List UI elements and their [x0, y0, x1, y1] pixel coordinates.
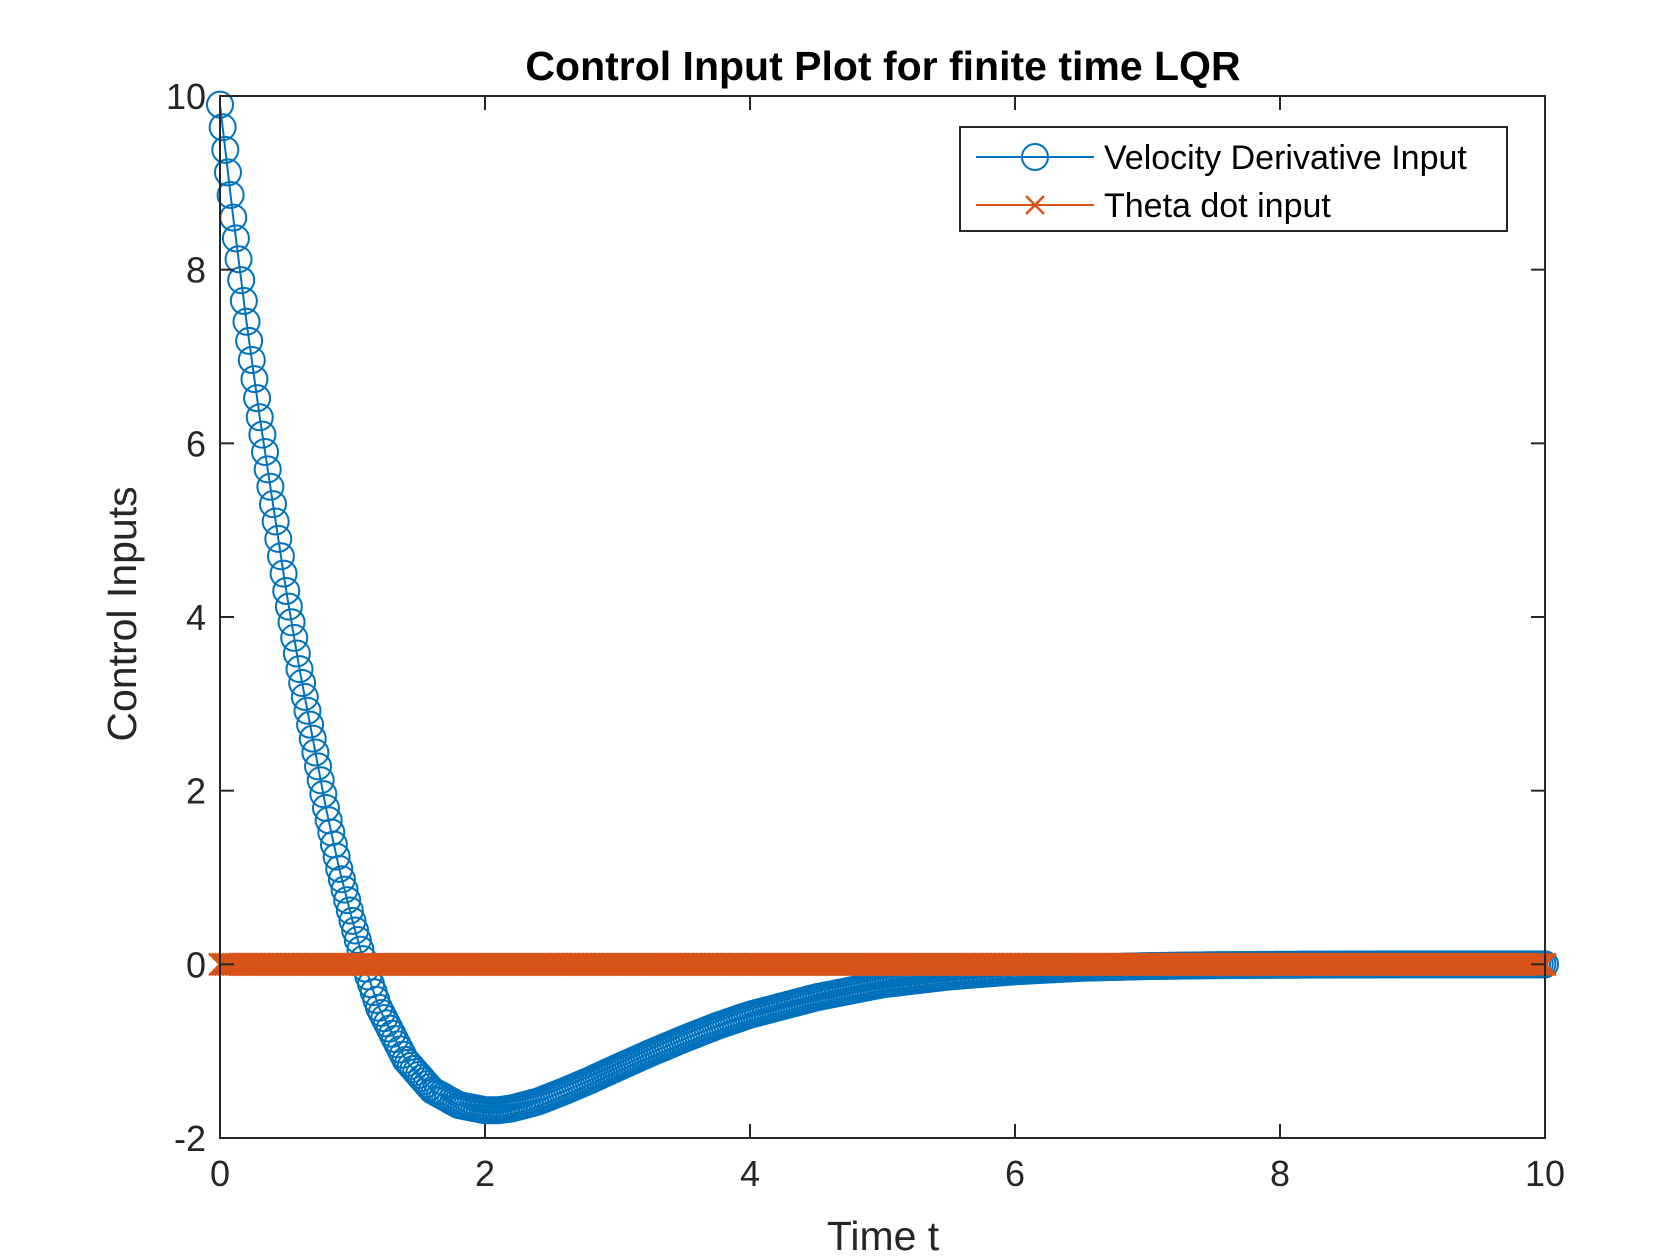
y-axis-label: Control Inputs [99, 486, 145, 741]
data-point-velocity-derivative-input [251, 438, 280, 467]
data-point-velocity-derivative-input [211, 135, 240, 164]
legend-label-theta-dot-input: Theta dot input [1104, 187, 1331, 225]
data-point-velocity-derivative-input [245, 403, 274, 432]
data-point-velocity-derivative-input [221, 224, 250, 253]
data-point-velocity-derivative-input [248, 420, 277, 449]
data-point-velocity-derivative-input [259, 490, 287, 519]
series-layer [206, 90, 1559, 1125]
x-tick-label: 0 [210, 1153, 230, 1194]
data-point-velocity-derivative-input [277, 608, 306, 637]
legend-marker-theta-dot-input [1025, 195, 1045, 215]
data-point-velocity-derivative-input [269, 559, 298, 588]
data-point-velocity-derivative-input [341, 916, 370, 945]
data-point-velocity-derivative-input [338, 906, 367, 935]
data-point-velocity-derivative-input [327, 865, 356, 894]
x-tick-label: 6 [1005, 1153, 1025, 1194]
data-point-velocity-derivative-input [253, 455, 282, 484]
data-point-velocity-derivative-input [280, 623, 309, 652]
x-tick-label: 2 [475, 1153, 495, 1194]
data-point-velocity-derivative-input [227, 266, 256, 295]
data-point-velocity-derivative-input [240, 365, 269, 394]
data-point-velocity-derivative-input [330, 875, 359, 904]
y-tick-label: 2 [186, 771, 206, 812]
legend-box [959, 126, 1508, 232]
x-axis-label: Time t [827, 1213, 940, 1259]
x-tick-label: 4 [740, 1153, 760, 1194]
data-point-velocity-derivative-input [322, 842, 351, 871]
x-tick-label: 10 [1525, 1153, 1565, 1194]
data-point-velocity-derivative-input [272, 576, 301, 605]
data-point-velocity-derivative-input [293, 696, 322, 725]
data-point-velocity-derivative-input [309, 780, 338, 809]
data-point-velocity-derivative-input [274, 592, 303, 621]
data-point-velocity-derivative-input [256, 472, 285, 501]
data-point-velocity-derivative-input [264, 524, 293, 553]
data-point-velocity-derivative-input [213, 158, 242, 187]
data-point-velocity-derivative-input [224, 245, 253, 274]
data-point-velocity-derivative-input [298, 724, 327, 753]
x-tick-label: 8 [1270, 1153, 1290, 1194]
chart-title: Control Input Plot for finite time LQR [525, 43, 1240, 89]
y-tick-label: 8 [186, 250, 206, 291]
legend-label-velocity-derivative-input: Velocity Derivative Input [1104, 139, 1467, 177]
y-tick-label: -2 [174, 1118, 206, 1159]
data-point-velocity-derivative-input [282, 639, 311, 668]
data-point-velocity-derivative-input [232, 307, 261, 336]
data-point-velocity-derivative-input [261, 507, 290, 536]
data-point-velocity-derivative-input [335, 896, 364, 925]
y-tick-label: 6 [186, 423, 206, 464]
y-tick-label: 4 [186, 597, 206, 638]
y-tick-label: 10 [166, 76, 206, 117]
data-point-velocity-derivative-input [306, 766, 335, 795]
data-point-velocity-derivative-input [285, 655, 314, 684]
data-point-velocity-derivative-input [216, 180, 245, 209]
data-point-velocity-derivative-input [333, 886, 362, 915]
data-point-velocity-derivative-input [237, 345, 266, 374]
legend: Velocity Derivative Input Theta dot input [959, 126, 1508, 232]
data-point-velocity-derivative-input [304, 752, 333, 781]
data-point-velocity-derivative-input [288, 668, 317, 697]
data-point-velocity-derivative-input [301, 738, 330, 767]
data-point-velocity-derivative-input [290, 682, 319, 711]
data-point-velocity-derivative-input [266, 542, 295, 571]
data-point-velocity-derivative-input [296, 710, 325, 739]
legend-marker-velocity-derivative-input [1021, 143, 1049, 171]
y-tick-label: 0 [186, 944, 206, 985]
data-point-velocity-derivative-input [325, 854, 354, 883]
data-point-velocity-derivative-input [208, 113, 237, 142]
data-point-velocity-derivative-input [243, 384, 272, 413]
data-point-velocity-derivative-input [235, 326, 264, 355]
data-point-velocity-derivative-input [229, 286, 258, 315]
